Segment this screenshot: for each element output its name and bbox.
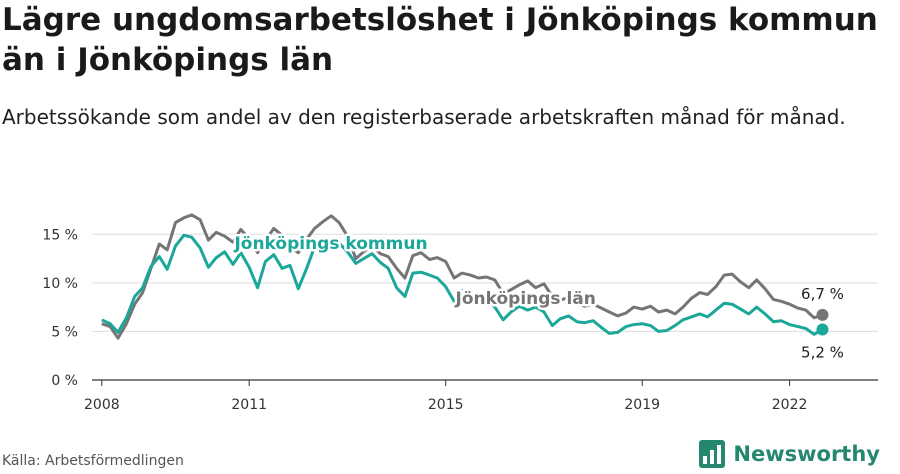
x-tick-label: 2019 [624, 397, 660, 413]
y-tick-label: 5 % [51, 324, 78, 340]
x-axis: 2008 2011 2015 2019 2022 [84, 380, 807, 413]
end-label-lan: 6,7 % [801, 285, 844, 303]
x-tick-label: 2008 [84, 397, 120, 413]
series-lines [101, 213, 829, 340]
brand-name: Newsworthy [733, 442, 880, 466]
newsworthy-logo-icon [699, 440, 726, 468]
end-point-kommun [816, 323, 829, 336]
brand-logo: Newsworthy [699, 440, 880, 468]
x-tick-label: 2011 [231, 397, 267, 413]
series-label-lan: Jönköpings län [455, 289, 596, 309]
y-axis: 0 % 5 % 10 % 15 % [42, 227, 78, 389]
end-point-lan [816, 308, 829, 321]
chart-subtitle: Arbetssökande som andel av den registerb… [2, 105, 846, 129]
end-label-kommun: 5,2 % [801, 343, 844, 361]
line-chart: 0 % 5 % 10 % 15 % 2008 2011 2015 2019 2022 Jönk… [42, 213, 878, 413]
series-label-kommun: Jönköpings kommun [233, 234, 427, 254]
y-tick-label: 15 % [42, 227, 78, 243]
series-labels: Jönköpings län Jönköpings kommun 6,7 % 5,2 … [231, 231, 846, 363]
y-tick-label: 0 % [51, 373, 78, 389]
source-note: Källa: Arbetsförmedlingen [2, 453, 184, 469]
y-tick-label: 10 % [42, 276, 78, 292]
x-tick-label: 2022 [772, 397, 808, 413]
series-line-kommun [101, 233, 824, 336]
x-tick-label: 2015 [428, 397, 464, 413]
chart-title: Lägre ungdomsarbetslöshet i Jönköpings k… [2, 2, 878, 78]
series-line-lan [101, 213, 823, 340]
